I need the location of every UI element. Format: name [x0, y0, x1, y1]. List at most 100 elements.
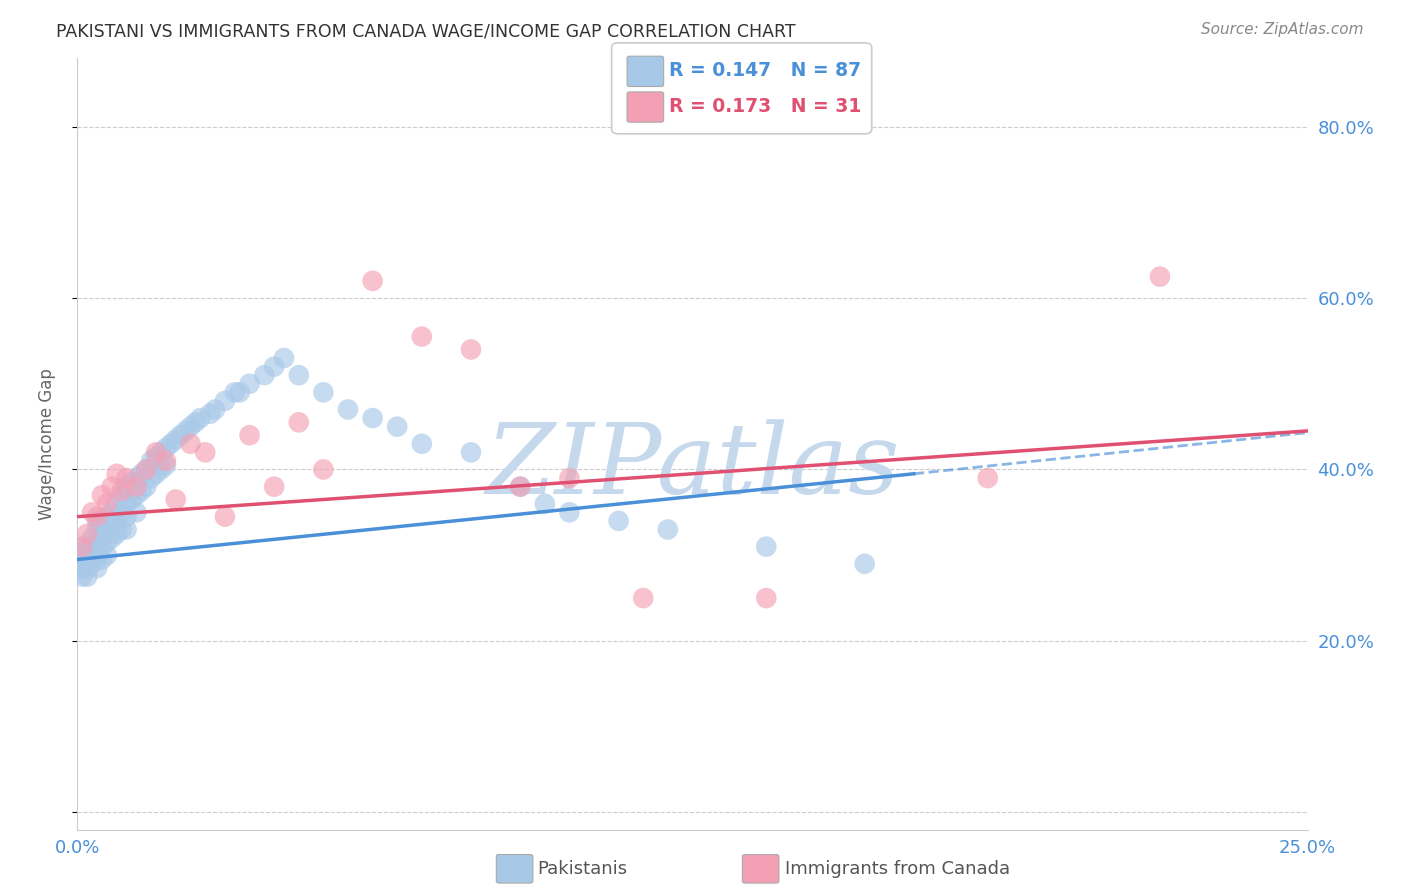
Point [194, 445, 217, 459]
Point [86, 548, 108, 562]
Point [977, 471, 1000, 485]
Point [90, 526, 114, 541]
Point [76, 561, 98, 575]
Point [70, 548, 93, 562]
Point [90, 514, 114, 528]
Text: Immigrants from Canada: Immigrants from Canada [785, 860, 1010, 878]
Point [90, 540, 114, 554]
Point [86, 535, 108, 549]
Point [96, 548, 118, 562]
Point [101, 480, 124, 494]
Point [101, 505, 124, 519]
Point [96, 509, 118, 524]
Point [115, 523, 138, 537]
Point [150, 462, 173, 476]
Text: PAKISTANI VS IMMIGRANTS FROM CANADA WAGE/INCOME GAP CORRELATION CHART: PAKISTANI VS IMMIGRANTS FROM CANADA WAGE… [56, 22, 796, 40]
Point [86, 561, 108, 575]
Point [145, 445, 167, 459]
Point [228, 385, 252, 400]
Point [115, 471, 138, 485]
Point [755, 540, 778, 554]
Point [86, 523, 108, 537]
Point [96, 497, 118, 511]
Point [111, 523, 132, 537]
Point [460, 343, 482, 357]
Point [76, 569, 98, 583]
Point [125, 480, 148, 494]
Point [180, 419, 202, 434]
Point [96, 535, 118, 549]
Point [165, 492, 187, 507]
Point [1149, 269, 1171, 284]
Point [558, 505, 581, 519]
Text: ZIPatlas: ZIPatlas [485, 419, 900, 515]
Point [141, 471, 163, 485]
Point [145, 467, 167, 481]
Point [121, 475, 143, 490]
Point [76, 544, 98, 558]
Point [111, 505, 132, 519]
Point [105, 497, 128, 511]
Point [70, 552, 93, 566]
Point [361, 411, 384, 425]
Point [121, 492, 143, 507]
Point [82, 548, 104, 562]
Point [101, 518, 124, 533]
Point [155, 454, 177, 468]
Text: Pakistanis: Pakistanis [537, 860, 627, 878]
Point [385, 419, 409, 434]
Text: Source: ZipAtlas.com: Source: ZipAtlas.com [1201, 22, 1364, 37]
Point [288, 415, 311, 429]
Point [312, 385, 335, 400]
Point [125, 471, 148, 485]
Point [129, 467, 153, 481]
Point [263, 359, 285, 374]
Point [534, 497, 557, 511]
Point [111, 488, 132, 502]
Point [70, 569, 93, 583]
Point [188, 411, 212, 425]
Point [86, 514, 108, 528]
Point [253, 368, 276, 383]
Point [411, 329, 433, 343]
Point [509, 480, 531, 494]
Point [96, 523, 118, 537]
Point [129, 483, 153, 498]
Point [82, 557, 104, 571]
Point [145, 450, 167, 464]
Point [135, 462, 157, 476]
Point [657, 523, 679, 537]
Point [180, 436, 202, 450]
Text: R = 0.173   N = 31: R = 0.173 N = 31 [669, 96, 862, 116]
Point [105, 467, 128, 481]
Point [135, 462, 157, 476]
Point [214, 393, 236, 408]
Point [853, 557, 876, 571]
Point [82, 531, 104, 545]
Point [115, 480, 138, 494]
Y-axis label: Wage/Income Gap: Wage/Income Gap [38, 368, 56, 520]
Point [361, 274, 384, 288]
Point [607, 514, 630, 528]
Point [460, 445, 482, 459]
Point [82, 540, 104, 554]
Point [224, 385, 246, 400]
Point [90, 552, 114, 566]
Point [70, 540, 93, 554]
Point [115, 497, 138, 511]
Point [76, 552, 98, 566]
Point [558, 471, 581, 485]
Point [125, 488, 148, 502]
Point [70, 544, 93, 558]
Point [263, 480, 285, 494]
Point [200, 407, 222, 421]
Point [86, 509, 108, 524]
Point [312, 462, 335, 476]
Point [170, 428, 193, 442]
Point [76, 526, 98, 541]
Point [141, 454, 163, 468]
Point [155, 458, 177, 473]
Point [70, 540, 93, 554]
Text: R = 0.147   N = 87: R = 0.147 N = 87 [669, 61, 862, 80]
Point [160, 436, 183, 450]
